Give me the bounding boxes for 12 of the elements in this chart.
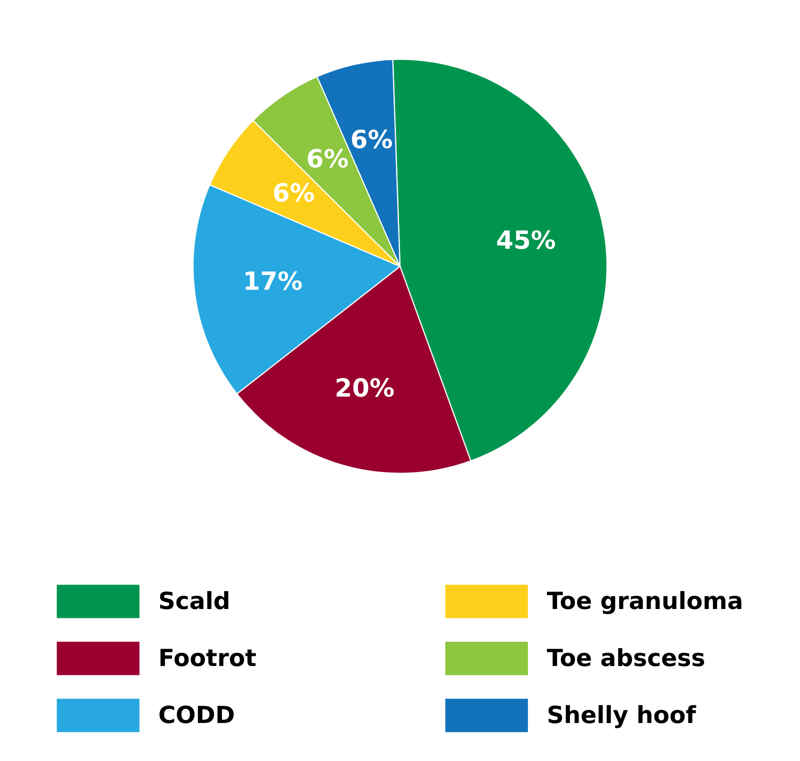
legend-label: Scald [160,591,228,610]
data-label: 20% [336,378,394,397]
data-label: 45% [497,230,556,250]
data-label: 17% [246,271,302,290]
data-label: 6% [308,148,348,168]
legend-label: Toe abscess [546,648,704,666]
data-label: 6% [274,182,314,202]
legend-label: Toe granuloma [546,591,742,614]
legend-label: CODD [160,706,234,724]
legend-label: Footrot [160,648,256,666]
data-label: 6% [352,130,392,148]
legend-label: Shelly hoof [548,705,696,728]
